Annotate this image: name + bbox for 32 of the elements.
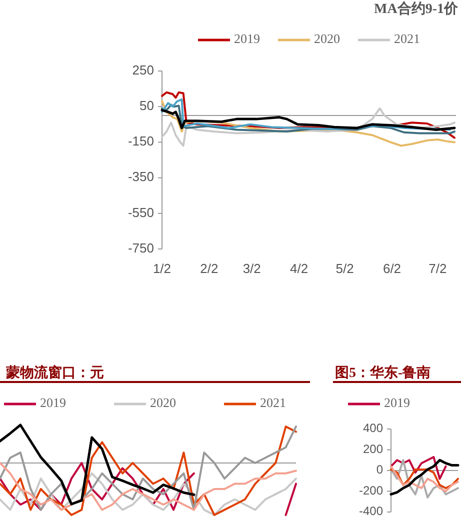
- y-tick-label: -550: [128, 204, 154, 220]
- y-tick-label: 50: [140, 98, 154, 114]
- y-tick-label: -400: [358, 504, 384, 518]
- legend-label: 2019: [384, 394, 410, 410]
- legend-label: 2021: [260, 394, 286, 410]
- y-tick-label: -200: [358, 483, 384, 498]
- y-tick-label: -750: [128, 240, 154, 256]
- line-series: [161, 98, 451, 131]
- legend-label: 2020: [150, 394, 176, 410]
- line-series: [160, 108, 456, 131]
- x-tick-label: 3/2: [242, 261, 261, 276]
- legend-label: 2020: [314, 30, 340, 46]
- x-tick-label: 7/2: [428, 261, 447, 276]
- y-tick-label: -150: [128, 134, 154, 149]
- x-tick-label: 2/2: [200, 261, 218, 276]
- legend-label: 2021: [394, 30, 420, 46]
- x-tick-label: 4/2: [290, 261, 308, 276]
- x-tick-label: 5/2: [336, 261, 354, 276]
- x-tick-label: 6/2: [382, 261, 402, 276]
- line-series: [390, 456, 447, 480]
- y-tick-label: 0: [376, 462, 384, 477]
- y-tick-label: 400: [362, 421, 384, 436]
- y-tick-label: 200: [362, 442, 384, 456]
- y-tick-label: -350: [128, 169, 154, 184]
- line-series: [161, 104, 456, 134]
- chart-title: 图5：华东-鲁南: [335, 364, 431, 382]
- chart-title: MA合约9-1价: [374, 1, 459, 18]
- legend-label: 2019: [40, 394, 66, 410]
- x-tick-label: 1/2: [152, 261, 172, 276]
- y-tick-label: 250: [132, 62, 154, 78]
- legend-label: 2019: [234, 30, 260, 46]
- chart-title: 蒙物流窗口：元: [5, 364, 104, 382]
